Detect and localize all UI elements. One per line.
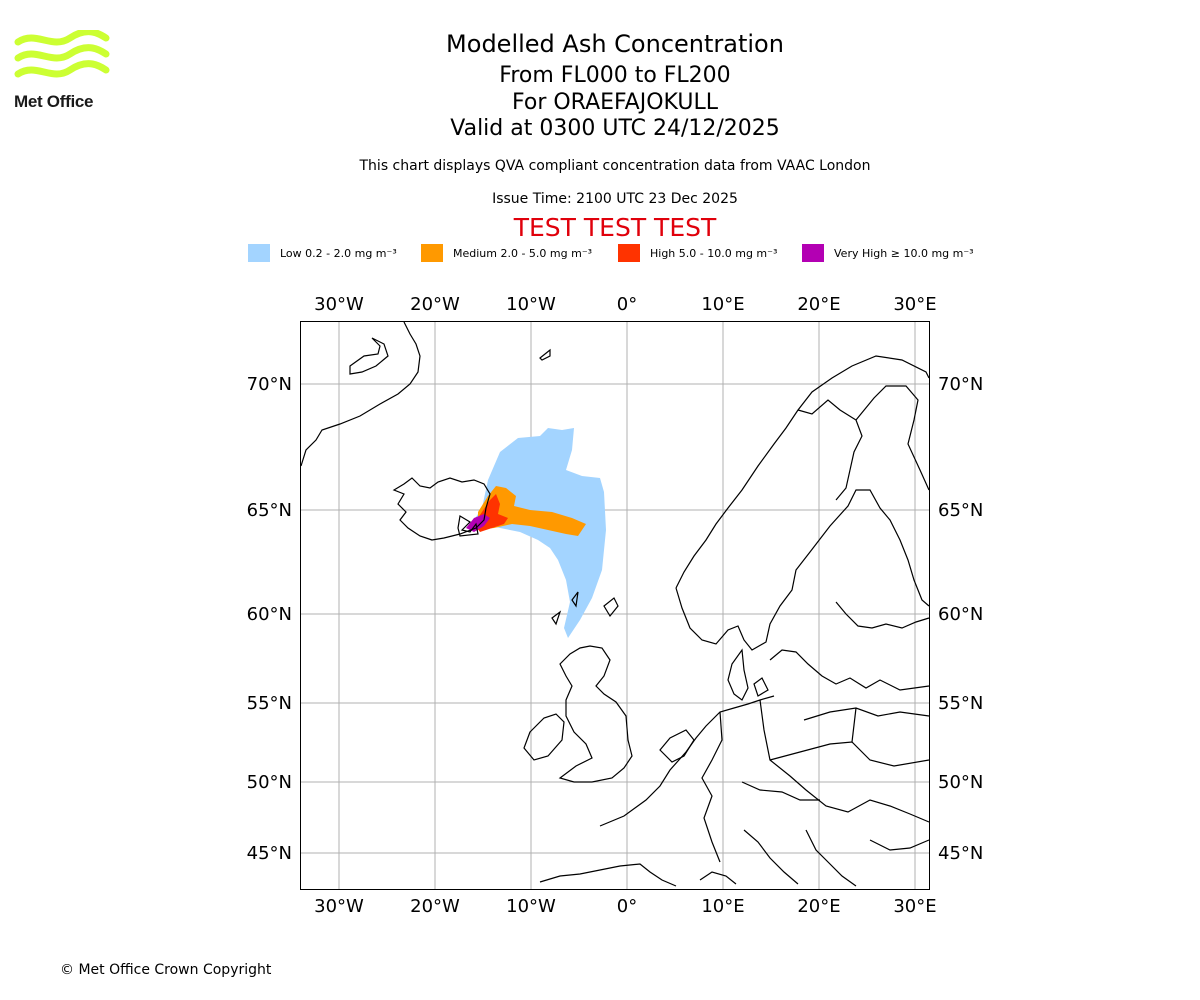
lon-label: 20°W (410, 294, 460, 315)
lon-label: 30°W (314, 896, 364, 917)
legend-item-low: Low 0.2 - 2.0 mg m⁻³ (248, 244, 397, 262)
test-banner: TEST TEST TEST (513, 213, 717, 242)
lon-label: 10°W (506, 294, 556, 315)
lat-label: 50°N (247, 772, 292, 793)
legend-label-very-high: Very High ≥ 10.0 mg m⁻³ (834, 246, 974, 260)
lat-label: 70°N (938, 374, 983, 395)
logo-waves-icon (14, 28, 110, 78)
lon-label: 0° (617, 896, 637, 917)
lon-label: 20°E (797, 294, 840, 315)
legend-item-medium: Medium 2.0 - 5.0 mg m⁻³ (421, 244, 592, 262)
lat-label: 65°N (938, 500, 983, 521)
logo-text: Met Office (14, 92, 94, 111)
ash-medium-region (478, 486, 586, 536)
legend-swatch-low (248, 244, 270, 262)
lat-label: 55°N (247, 693, 292, 714)
lon-label: 0° (617, 294, 637, 315)
chart-description: This chart displays QVA compliant concen… (359, 158, 871, 174)
legend-label-low: Low 0.2 - 2.0 mg m⁻³ (280, 246, 397, 260)
lat-label: 70°N (247, 374, 292, 395)
volcano-name: For ORAEFAJOKULL (512, 90, 718, 115)
copyright-notice: © Met Office Crown Copyright (60, 962, 272, 978)
lon-labels-bottom: 30°W 20°W 10°W 0° 10°E 20°E 30°E (314, 896, 936, 917)
chart-title: Modelled Ash Concentration (446, 30, 784, 58)
lon-label: 20°E (797, 896, 840, 917)
legend-swatch-high (618, 244, 640, 262)
lat-label: 60°N (247, 604, 292, 625)
issue-time: Issue Time: 2100 UTC 23 Dec 2025 (492, 191, 738, 207)
ash-low-region (474, 428, 606, 638)
lon-label: 10°E (701, 896, 744, 917)
lon-label: 30°E (893, 896, 936, 917)
lon-label: 10°W (506, 896, 556, 917)
lat-label: 55°N (938, 693, 983, 714)
legend-label-high: High 5.0 - 10.0 mg m⁻³ (650, 246, 778, 260)
lon-labels-top: 30°W 20°W 10°W 0° 10°E 20°E 30°E (314, 294, 936, 315)
lat-label: 50°N (938, 772, 983, 793)
lat-label: 45°N (247, 843, 292, 864)
legend-item-very-high: Very High ≥ 10.0 mg m⁻³ (802, 244, 974, 262)
valid-time: Valid at 0300 UTC 24/12/2025 (450, 116, 780, 141)
lon-label: 30°W (314, 294, 364, 315)
legend-swatch-medium (421, 244, 443, 262)
legend-item-high: High 5.0 - 10.0 mg m⁻³ (618, 244, 777, 262)
lat-labels-right: 70°N 65°N 60°N 55°N 50°N 45°N (938, 374, 983, 864)
lon-label: 30°E (893, 294, 936, 315)
legend-label-medium: Medium 2.0 - 5.0 mg m⁻³ (453, 246, 593, 260)
map-frame (300, 321, 930, 890)
flight-level-range: From FL000 to FL200 (499, 63, 731, 88)
legend-swatch-very-high (802, 244, 824, 262)
lon-label: 10°E (701, 294, 744, 315)
lat-label: 45°N (938, 843, 983, 864)
lat-label: 60°N (938, 604, 983, 625)
lat-label: 65°N (247, 500, 292, 521)
lon-label: 20°W (410, 896, 460, 917)
lat-labels-left: 70°N 65°N 60°N 55°N 50°N 45°N (247, 374, 292, 864)
map-gridlines (301, 322, 929, 889)
coastlines (300, 321, 930, 887)
met-office-logo: Met Office (14, 28, 110, 114)
